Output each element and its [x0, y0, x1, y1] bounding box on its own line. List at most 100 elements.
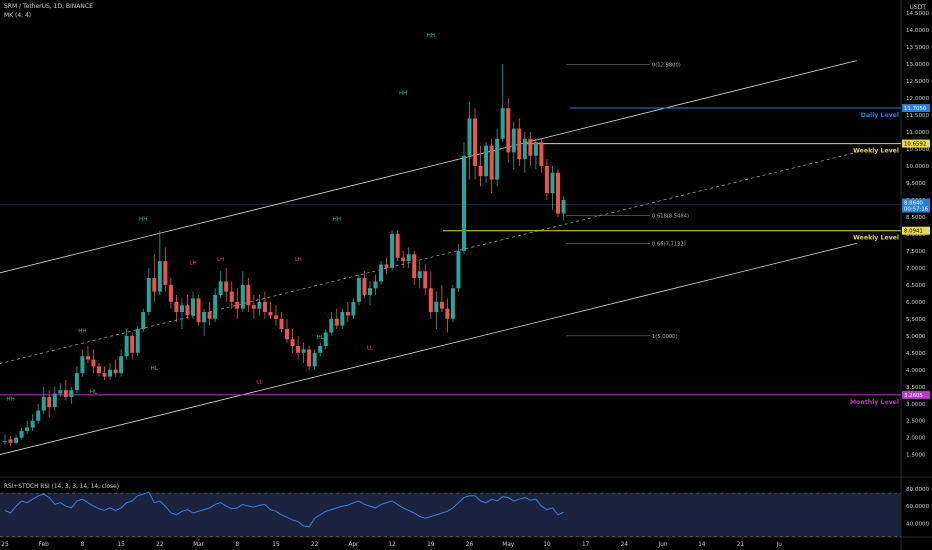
candle-body — [108, 369, 113, 377]
price-tick-label: 7.0000 — [906, 266, 926, 272]
candle-body — [533, 142, 538, 156]
candle-body — [91, 359, 96, 367]
candle-body — [467, 118, 472, 156]
price-tick-label: 1.5000 — [906, 453, 926, 459]
level-tag — [902, 104, 930, 113]
time-tick-label: Feb — [39, 542, 50, 548]
candle-body — [362, 278, 367, 296]
candle-body — [356, 278, 361, 302]
candle-body — [69, 390, 74, 397]
level-label: Weekly Level — [853, 235, 899, 242]
fib-label: 0.618(8.5484) — [652, 213, 689, 219]
candle-body — [417, 271, 422, 279]
candle-body — [251, 305, 256, 309]
candle-body — [489, 145, 494, 180]
time-tick-label: 25 — [1, 542, 9, 548]
candle-body — [218, 281, 223, 296]
current-price-tag-label: 00:57:16 — [904, 207, 929, 213]
level-tag-label: 3.2605 — [904, 393, 923, 399]
price-tick-label: 11.0000 — [906, 130, 930, 136]
price-tick-label: 9.5000 — [906, 181, 926, 187]
candle-body — [539, 142, 544, 166]
price-tick-label: 13.5000 — [906, 45, 930, 51]
price-axis[interactable]: 14.5000 14.0000 13.5000 13.0000 12.5000 12.00… — [906, 11, 930, 527]
candle-body — [544, 165, 549, 194]
candle-body — [202, 312, 207, 323]
candle-body — [456, 250, 461, 289]
candle-body — [268, 312, 273, 316]
swing-label: HL — [151, 366, 159, 372]
price-tick-label: 7.5000 — [906, 249, 926, 255]
time-tick-label: 8 — [81, 542, 85, 548]
channel-upper-line — [0, 60, 857, 274]
price-tick-label: 11.5000 — [906, 113, 930, 119]
current-price-tag — [902, 198, 930, 213]
time-tick-label: 22 — [311, 542, 319, 548]
swing-label: LL — [367, 345, 374, 351]
candle-body — [334, 318, 339, 326]
candle-body — [285, 329, 290, 340]
rsi-line — [4, 491, 564, 528]
time-axis[interactable]: 25 Feb 8 15 22 Mar 8 15 22 Apr 12 19 26 May 10 17 24 Jun 1… — [1, 542, 782, 548]
level-tag-label: 10.6592 — [904, 142, 926, 148]
candle-body — [229, 291, 234, 302]
swing-label: LH — [294, 257, 301, 263]
horizontal-levels: Daily Level Weekly Level Weekly Level Month… — [0, 107, 901, 406]
level-label: Monthly Level — [850, 399, 899, 406]
candle-body — [367, 288, 372, 296]
candle-body — [85, 356, 90, 360]
price-tick-label: 14.0000 — [906, 28, 930, 34]
candle-body — [235, 301, 240, 309]
candle-body — [307, 349, 312, 367]
symbol-title: SRM / TetherUS, 1D, BINANCE — [4, 3, 93, 10]
candle-body — [279, 318, 284, 330]
level-tag — [902, 139, 930, 148]
time-tick-label: 15 — [272, 542, 280, 548]
candle-body — [318, 346, 323, 353]
candle-body — [207, 312, 212, 319]
candle-body — [273, 315, 278, 319]
candle-body — [550, 172, 555, 194]
level-label: Weekly Level — [853, 148, 899, 155]
candle-body — [390, 233, 395, 268]
time-tick-label: 10 — [543, 542, 551, 548]
candle-body — [500, 108, 505, 139]
time-tick-label: Ju — [776, 542, 783, 548]
candle-body — [113, 369, 118, 374]
swing-label: HH — [427, 33, 435, 39]
candle-body — [561, 199, 566, 214]
price-tick-label: 2.5000 — [906, 419, 926, 425]
candle-body — [495, 138, 500, 180]
price-tick-label: 13.0000 — [906, 62, 930, 68]
candle-body — [36, 410, 41, 421]
candle-body — [401, 257, 406, 262]
swing-label: HH — [399, 91, 407, 97]
candle-body — [323, 332, 328, 347]
price-tick-label: 5.5000 — [906, 317, 926, 323]
candle-body — [74, 373, 79, 391]
candle-body — [301, 349, 306, 353]
candle-body — [52, 393, 57, 408]
candle-body — [351, 301, 356, 316]
candle-body — [506, 108, 511, 153]
candle-body — [246, 284, 251, 306]
price-tick-label: 4.5000 — [906, 351, 926, 357]
fib-label: 0(12.9800) — [652, 63, 681, 69]
candle-body — [412, 254, 417, 279]
candle-body — [97, 366, 102, 374]
swing-label: HH — [6, 396, 14, 402]
level-tag — [902, 390, 930, 399]
candle-body — [174, 301, 179, 313]
candle-body — [511, 128, 516, 153]
candle-body — [484, 145, 489, 177]
price-tick-label: 3.5000 — [906, 385, 926, 391]
rsi-panel: RSI+STOCH RSI (14, 3, 3, 14, 14, close) — [0, 484, 901, 537]
candle-body — [517, 128, 522, 160]
time-tick-label: 19 — [427, 542, 435, 548]
candle-body — [329, 318, 334, 333]
price-tick-label: 6.0000 — [906, 300, 926, 306]
candle-body — [141, 312, 146, 330]
swing-label: LH — [217, 257, 224, 263]
candle-body — [102, 373, 107, 377]
